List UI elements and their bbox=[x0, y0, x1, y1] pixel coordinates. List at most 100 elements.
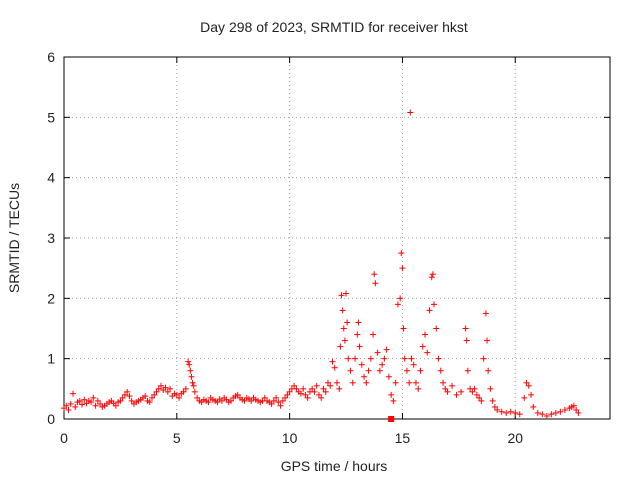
data-point bbox=[408, 355, 415, 362]
data-point bbox=[331, 364, 338, 371]
data-point bbox=[442, 385, 449, 392]
data-point bbox=[433, 325, 440, 332]
data-point bbox=[142, 393, 149, 400]
x-tick-label: 0 bbox=[60, 430, 68, 446]
data-point bbox=[399, 265, 406, 272]
data-point bbox=[363, 379, 370, 386]
data-point bbox=[379, 361, 386, 368]
data-point bbox=[462, 325, 469, 332]
data-point bbox=[444, 388, 451, 395]
data-point bbox=[539, 411, 546, 418]
data-point bbox=[489, 397, 496, 404]
data-point bbox=[182, 385, 189, 392]
data-point bbox=[543, 412, 550, 419]
data-point bbox=[313, 382, 320, 389]
data-point bbox=[311, 388, 318, 395]
data-point bbox=[534, 409, 541, 416]
data-point bbox=[371, 271, 378, 278]
data-point bbox=[431, 301, 438, 308]
data-point bbox=[421, 331, 428, 338]
data-point bbox=[339, 307, 346, 314]
grid-lines bbox=[64, 57, 610, 419]
data-point bbox=[482, 310, 489, 317]
x-tick-label: 20 bbox=[507, 430, 523, 446]
data-point bbox=[304, 394, 311, 401]
data-point bbox=[476, 394, 483, 401]
data-point bbox=[512, 409, 519, 416]
data-point bbox=[552, 409, 559, 416]
data-point bbox=[561, 406, 568, 413]
data-point bbox=[81, 396, 88, 403]
data-point bbox=[63, 402, 70, 409]
data-point bbox=[336, 385, 343, 392]
data-point bbox=[530, 403, 537, 410]
data-point bbox=[435, 355, 442, 362]
data-point bbox=[273, 394, 280, 401]
data-point bbox=[570, 402, 577, 409]
data-point bbox=[297, 390, 304, 397]
data-point bbox=[440, 379, 447, 386]
y-tick-label: 5 bbox=[47, 109, 55, 125]
data-point bbox=[521, 394, 528, 401]
data-point bbox=[388, 391, 395, 398]
data-point bbox=[412, 379, 419, 386]
data-point bbox=[340, 325, 347, 332]
data-point bbox=[355, 319, 362, 326]
data-point bbox=[155, 385, 162, 392]
data-point bbox=[268, 400, 275, 407]
data-point bbox=[410, 361, 417, 368]
data-point bbox=[338, 292, 345, 299]
y-tick-label: 0 bbox=[47, 411, 55, 427]
data-point bbox=[341, 337, 348, 344]
y-tick-label: 1 bbox=[47, 351, 55, 367]
data-point bbox=[112, 402, 119, 409]
data-point bbox=[79, 401, 86, 408]
data-point bbox=[367, 355, 374, 362]
data-point bbox=[480, 355, 487, 362]
data-point bbox=[478, 397, 485, 404]
data-point bbox=[194, 394, 201, 401]
data-point bbox=[394, 301, 401, 308]
data-point bbox=[426, 307, 433, 314]
data-point bbox=[523, 379, 530, 386]
data-point bbox=[187, 367, 194, 374]
data-point bbox=[453, 391, 460, 398]
data-point bbox=[464, 367, 471, 374]
data-point bbox=[352, 355, 359, 362]
data-point bbox=[261, 394, 268, 401]
data-point bbox=[374, 349, 381, 356]
data-point bbox=[205, 399, 212, 406]
data-point bbox=[218, 397, 225, 404]
data-point bbox=[173, 391, 180, 398]
data-point bbox=[248, 397, 255, 404]
data-point bbox=[148, 394, 155, 401]
data-point bbox=[516, 411, 523, 418]
data-point bbox=[119, 394, 126, 401]
data-point bbox=[90, 394, 97, 401]
data-point bbox=[151, 391, 158, 398]
data-point bbox=[327, 382, 334, 389]
data-point bbox=[72, 403, 79, 410]
data-point bbox=[97, 400, 104, 407]
data-point bbox=[361, 373, 368, 380]
data-point bbox=[275, 399, 282, 406]
data-point bbox=[469, 388, 476, 395]
y-tick-label: 3 bbox=[47, 230, 55, 246]
data-point bbox=[494, 406, 501, 413]
data-point bbox=[227, 397, 234, 404]
data-point bbox=[309, 385, 316, 392]
data-point bbox=[126, 393, 133, 400]
data-point bbox=[485, 367, 492, 374]
data-point bbox=[398, 250, 405, 257]
data-point bbox=[190, 382, 197, 389]
data-point bbox=[117, 397, 124, 404]
data-point bbox=[88, 399, 95, 406]
data-point bbox=[318, 394, 325, 401]
data-point bbox=[324, 379, 331, 386]
data-point bbox=[424, 349, 431, 356]
data-point bbox=[322, 388, 329, 395]
data-point bbox=[164, 388, 171, 395]
data-point bbox=[345, 355, 352, 362]
data-point bbox=[180, 388, 187, 395]
